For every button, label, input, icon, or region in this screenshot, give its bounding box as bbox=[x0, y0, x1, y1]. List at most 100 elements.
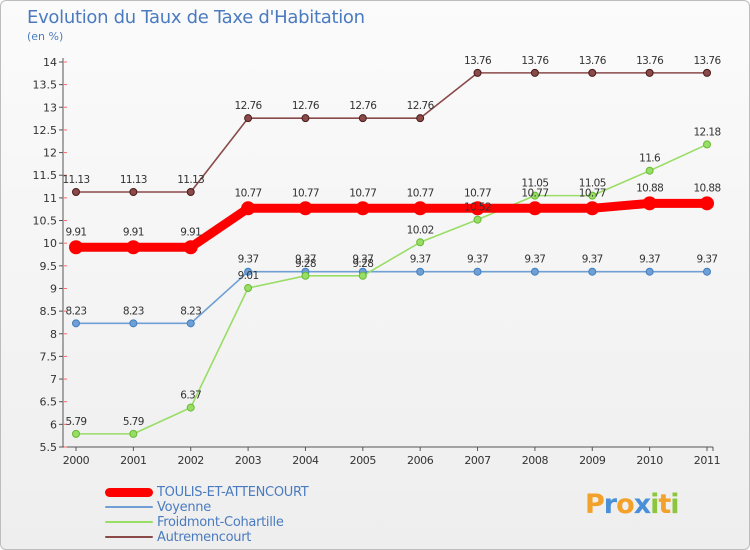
data-label: 10.52 bbox=[464, 202, 491, 214]
data-point bbox=[186, 319, 195, 328]
data-point bbox=[358, 114, 367, 123]
y-tick-label: 14 bbox=[43, 56, 57, 69]
data-label: 12.18 bbox=[693, 126, 720, 138]
series-line-3 bbox=[75, 72, 708, 193]
y-tick-label: 8.5 bbox=[40, 305, 58, 318]
y-tick-label: 5.5 bbox=[40, 441, 58, 454]
data-label: 10.77 bbox=[349, 187, 376, 199]
data-point bbox=[355, 201, 370, 216]
legend-swatch bbox=[105, 487, 153, 497]
data-label: 8.23 bbox=[66, 305, 87, 317]
data-label: 11.05 bbox=[579, 178, 606, 190]
data-label: 12.76 bbox=[407, 100, 435, 112]
logo-letter: i bbox=[650, 489, 659, 520]
data-label: 10.77 bbox=[292, 187, 319, 199]
data-label: 11.13 bbox=[62, 174, 89, 186]
data-point bbox=[530, 191, 539, 200]
y-tick-label: 10 bbox=[43, 237, 57, 250]
x-tick-label: 2001 bbox=[120, 454, 146, 467]
y-tick-label: 6.5 bbox=[40, 396, 58, 409]
data-point bbox=[298, 201, 313, 216]
y-tick-label: 12 bbox=[43, 147, 57, 160]
data-point bbox=[183, 240, 198, 255]
data-label: 13.76 bbox=[579, 55, 607, 67]
data-label: 6.37 bbox=[180, 390, 201, 402]
data-point bbox=[129, 319, 138, 328]
data-label: 13.76 bbox=[693, 55, 721, 67]
x-tick-label: 2000 bbox=[63, 454, 90, 467]
y-axis-unit: (en %) bbox=[27, 30, 64, 43]
data-label: 8.23 bbox=[123, 305, 144, 317]
data-label: 9.37 bbox=[352, 254, 373, 266]
data-label: 10.77 bbox=[235, 187, 262, 199]
data-label: 9.37 bbox=[524, 254, 545, 266]
data-label: 13.76 bbox=[521, 55, 549, 67]
data-label: 5.79 bbox=[123, 416, 144, 428]
data-point bbox=[527, 201, 542, 216]
data-point bbox=[301, 114, 310, 123]
data-point bbox=[186, 187, 195, 196]
data-label: 9.91 bbox=[180, 226, 201, 238]
data-point bbox=[585, 201, 600, 216]
data-point bbox=[72, 319, 80, 328]
data-point bbox=[72, 187, 80, 196]
logo-letter: r bbox=[603, 489, 617, 520]
x-tick-label: 2004 bbox=[292, 454, 319, 467]
data-label: 9.01 bbox=[238, 270, 259, 282]
y-tick-label: 9.5 bbox=[40, 260, 58, 273]
series-line-1 bbox=[75, 270, 708, 325]
data-point bbox=[530, 267, 539, 276]
data-point bbox=[470, 201, 485, 216]
logo-letter: o bbox=[616, 489, 635, 520]
x-tick-label: 2006 bbox=[407, 454, 434, 467]
y-tick-label: 8 bbox=[50, 328, 57, 341]
data-point bbox=[301, 271, 310, 280]
data-point bbox=[244, 114, 253, 123]
data-point bbox=[645, 68, 654, 77]
data-point bbox=[244, 267, 253, 276]
data-label: 10.88 bbox=[693, 182, 720, 194]
data-point bbox=[413, 201, 428, 216]
data-label: 10.77 bbox=[407, 187, 434, 199]
data-label: 9.37 bbox=[238, 254, 259, 266]
logo-letter: P bbox=[585, 489, 605, 520]
data-point bbox=[703, 68, 711, 77]
data-label: 9.37 bbox=[639, 254, 660, 266]
legend-label: Voyenne bbox=[157, 500, 211, 515]
data-label: 11.13 bbox=[120, 174, 147, 186]
legend-swatch bbox=[105, 506, 153, 508]
legend-label: Autremencourt bbox=[157, 530, 252, 545]
x-tick-label: 2008 bbox=[522, 454, 549, 467]
logo-letter: i bbox=[670, 489, 679, 520]
y-tick-label: 11.5 bbox=[33, 169, 58, 182]
data-label: 11.13 bbox=[177, 174, 204, 186]
data-point bbox=[358, 271, 367, 280]
data-point bbox=[588, 68, 597, 77]
data-point bbox=[416, 267, 425, 276]
data-point bbox=[588, 191, 597, 200]
data-label: 9.91 bbox=[123, 226, 144, 238]
data-label: 5.79 bbox=[66, 416, 87, 428]
x-tick-label: 2011 bbox=[694, 454, 720, 467]
y-tick-label: 13.5 bbox=[33, 79, 58, 92]
data-point bbox=[126, 240, 141, 255]
data-label: 10.02 bbox=[407, 224, 434, 236]
data-label: 10.77 bbox=[464, 187, 491, 199]
legend-swatch bbox=[105, 536, 153, 538]
proxiti-logo: Proxiti bbox=[585, 489, 680, 520]
data-label: 13.76 bbox=[636, 55, 664, 67]
data-point bbox=[703, 267, 711, 276]
logo-letter: x bbox=[633, 489, 651, 520]
data-point bbox=[473, 68, 482, 77]
data-label: 11.6 bbox=[639, 153, 661, 165]
data-point bbox=[473, 267, 482, 276]
logo-letter: t bbox=[658, 489, 671, 520]
data-label: 11.05 bbox=[521, 178, 548, 190]
data-label: 12.76 bbox=[235, 100, 263, 112]
data-label: 9.37 bbox=[582, 254, 603, 266]
y-tick-label: 7 bbox=[50, 373, 57, 386]
series-line-2 bbox=[75, 143, 708, 435]
data-point bbox=[129, 429, 138, 438]
y-tick-label: 7.5 bbox=[40, 350, 58, 363]
x-tick-label: 2007 bbox=[464, 454, 491, 467]
